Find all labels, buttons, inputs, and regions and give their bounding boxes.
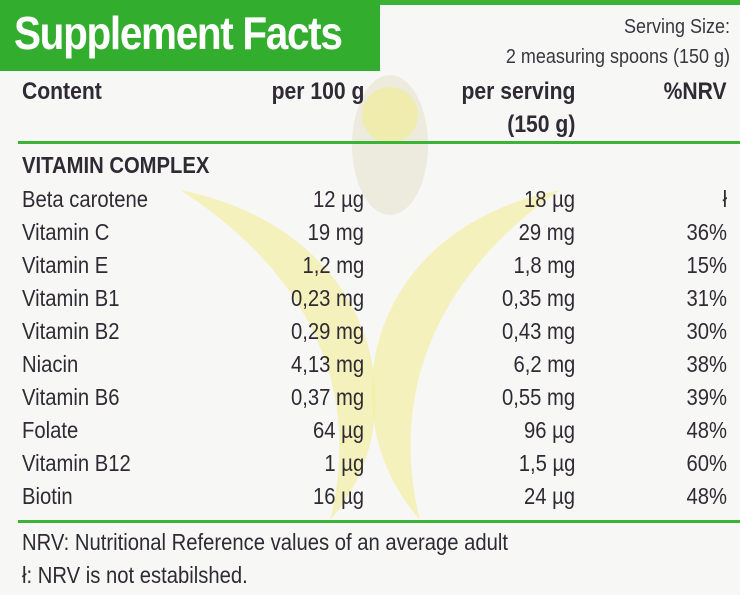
serving-size-label: Serving Size: <box>623 16 730 38</box>
table-row: Vitamin E 1,2 mg 1,8 mg 15% <box>0 252 740 285</box>
nrv-value: 15% <box>686 252 727 278</box>
per-serving-value: 0,55 mg <box>501 384 575 410</box>
header-per-serving: per serving <box>461 78 575 105</box>
per-serving-value: 24 µg <box>523 483 575 509</box>
per-100g-value: 0,23 mg <box>290 285 364 311</box>
per-serving-value: 1,5 µg <box>518 450 575 476</box>
table-row: Niacin 4,13 mg 6,2 mg 38% <box>0 351 740 384</box>
footnote-not-established: ł: NRV is not estabilshed. <box>22 562 248 588</box>
nutrient-name: Biotin <box>22 483 73 509</box>
nrv-value: 31% <box>686 285 727 311</box>
serving-size: Serving Size: 2 measuring spoons (150 g) <box>506 12 730 72</box>
nutrient-name: Beta carotene <box>22 186 149 212</box>
nutrient-name: Folate <box>22 417 79 443</box>
page-title: Supplement Facts <box>14 7 343 59</box>
table-row: Vitamin B6 0,37 mg 0,55 mg 39% <box>0 384 740 417</box>
divider <box>18 141 740 144</box>
table-row: Vitamin C 19 mg 29 mg 36% <box>0 219 740 252</box>
per-100g-value: 0,37 mg <box>290 384 364 410</box>
per-serving-value: 6,2 mg <box>513 351 575 377</box>
table-row: Biotin 16 µg 24 µg 48% <box>0 483 740 516</box>
per-100g-value: 12 µg <box>312 186 364 212</box>
nrv-value: 60% <box>686 450 727 476</box>
per-serving-value: 18 µg <box>523 186 575 212</box>
nrv-value: 39% <box>686 384 727 410</box>
divider <box>18 520 740 523</box>
table-row: Vitamin B12 1 µg 1,5 µg 60% <box>0 450 740 483</box>
section-heading: VITAMIN COMPLEX <box>22 152 210 178</box>
per-100g-value: 64 µg <box>312 417 364 443</box>
nutrient-name: Vitamin E <box>22 252 109 278</box>
header-nrv: %NRV <box>664 78 727 105</box>
table-row: Beta carotene 12 µg 18 µg ł <box>0 186 740 219</box>
per-serving-value: 0,43 mg <box>501 318 575 344</box>
per-100g-value: 16 µg <box>312 483 364 509</box>
per-serving-value: 0,35 mg <box>501 285 575 311</box>
per-100g-value: 4,13 mg <box>290 351 364 377</box>
nutrient-name: Vitamin B12 <box>22 450 131 476</box>
per-100g-value: 0,29 mg <box>290 318 364 344</box>
nutrient-name: Vitamin B6 <box>22 384 120 410</box>
nutrient-name: Vitamin C <box>22 219 110 245</box>
nrv-value: ł <box>722 186 727 212</box>
table-row: Vitamin B1 0,23 mg 0,35 mg 31% <box>0 285 740 318</box>
header-per100: per 100 g <box>271 78 364 105</box>
header-per-serving-unit: (150 g) <box>506 111 575 138</box>
nrv-value: 48% <box>686 483 727 509</box>
header-content: Content <box>22 78 102 105</box>
per-100g-value: 1,2 mg <box>302 252 364 278</box>
per-serving-value: 1,8 mg <box>513 252 575 278</box>
per-100g-value: 1 µg <box>324 450 364 476</box>
nutrient-name: Vitamin B1 <box>22 285 120 311</box>
serving-size-value: 2 measuring spoons (150 g) <box>505 46 730 68</box>
nutrient-name: Niacin <box>22 351 79 377</box>
nutrient-name: Vitamin B2 <box>22 318 120 344</box>
per-serving-value: 29 mg <box>518 219 575 245</box>
nrv-value: 38% <box>686 351 727 377</box>
nrv-value: 30% <box>686 318 727 344</box>
title-banner: Supplement Facts <box>0 0 380 71</box>
nrv-value: 48% <box>686 417 727 443</box>
per-100g-value: 19 mg <box>307 219 364 245</box>
per-serving-value: 96 µg <box>523 417 575 443</box>
table-row: Folate 64 µg 96 µg 48% <box>0 417 740 450</box>
table-row: Vitamin B2 0,29 mg 0,43 mg 30% <box>0 318 740 351</box>
footnote-nrv: NRV: Nutritional Reference values of an … <box>22 529 509 555</box>
nrv-value: 36% <box>686 219 727 245</box>
